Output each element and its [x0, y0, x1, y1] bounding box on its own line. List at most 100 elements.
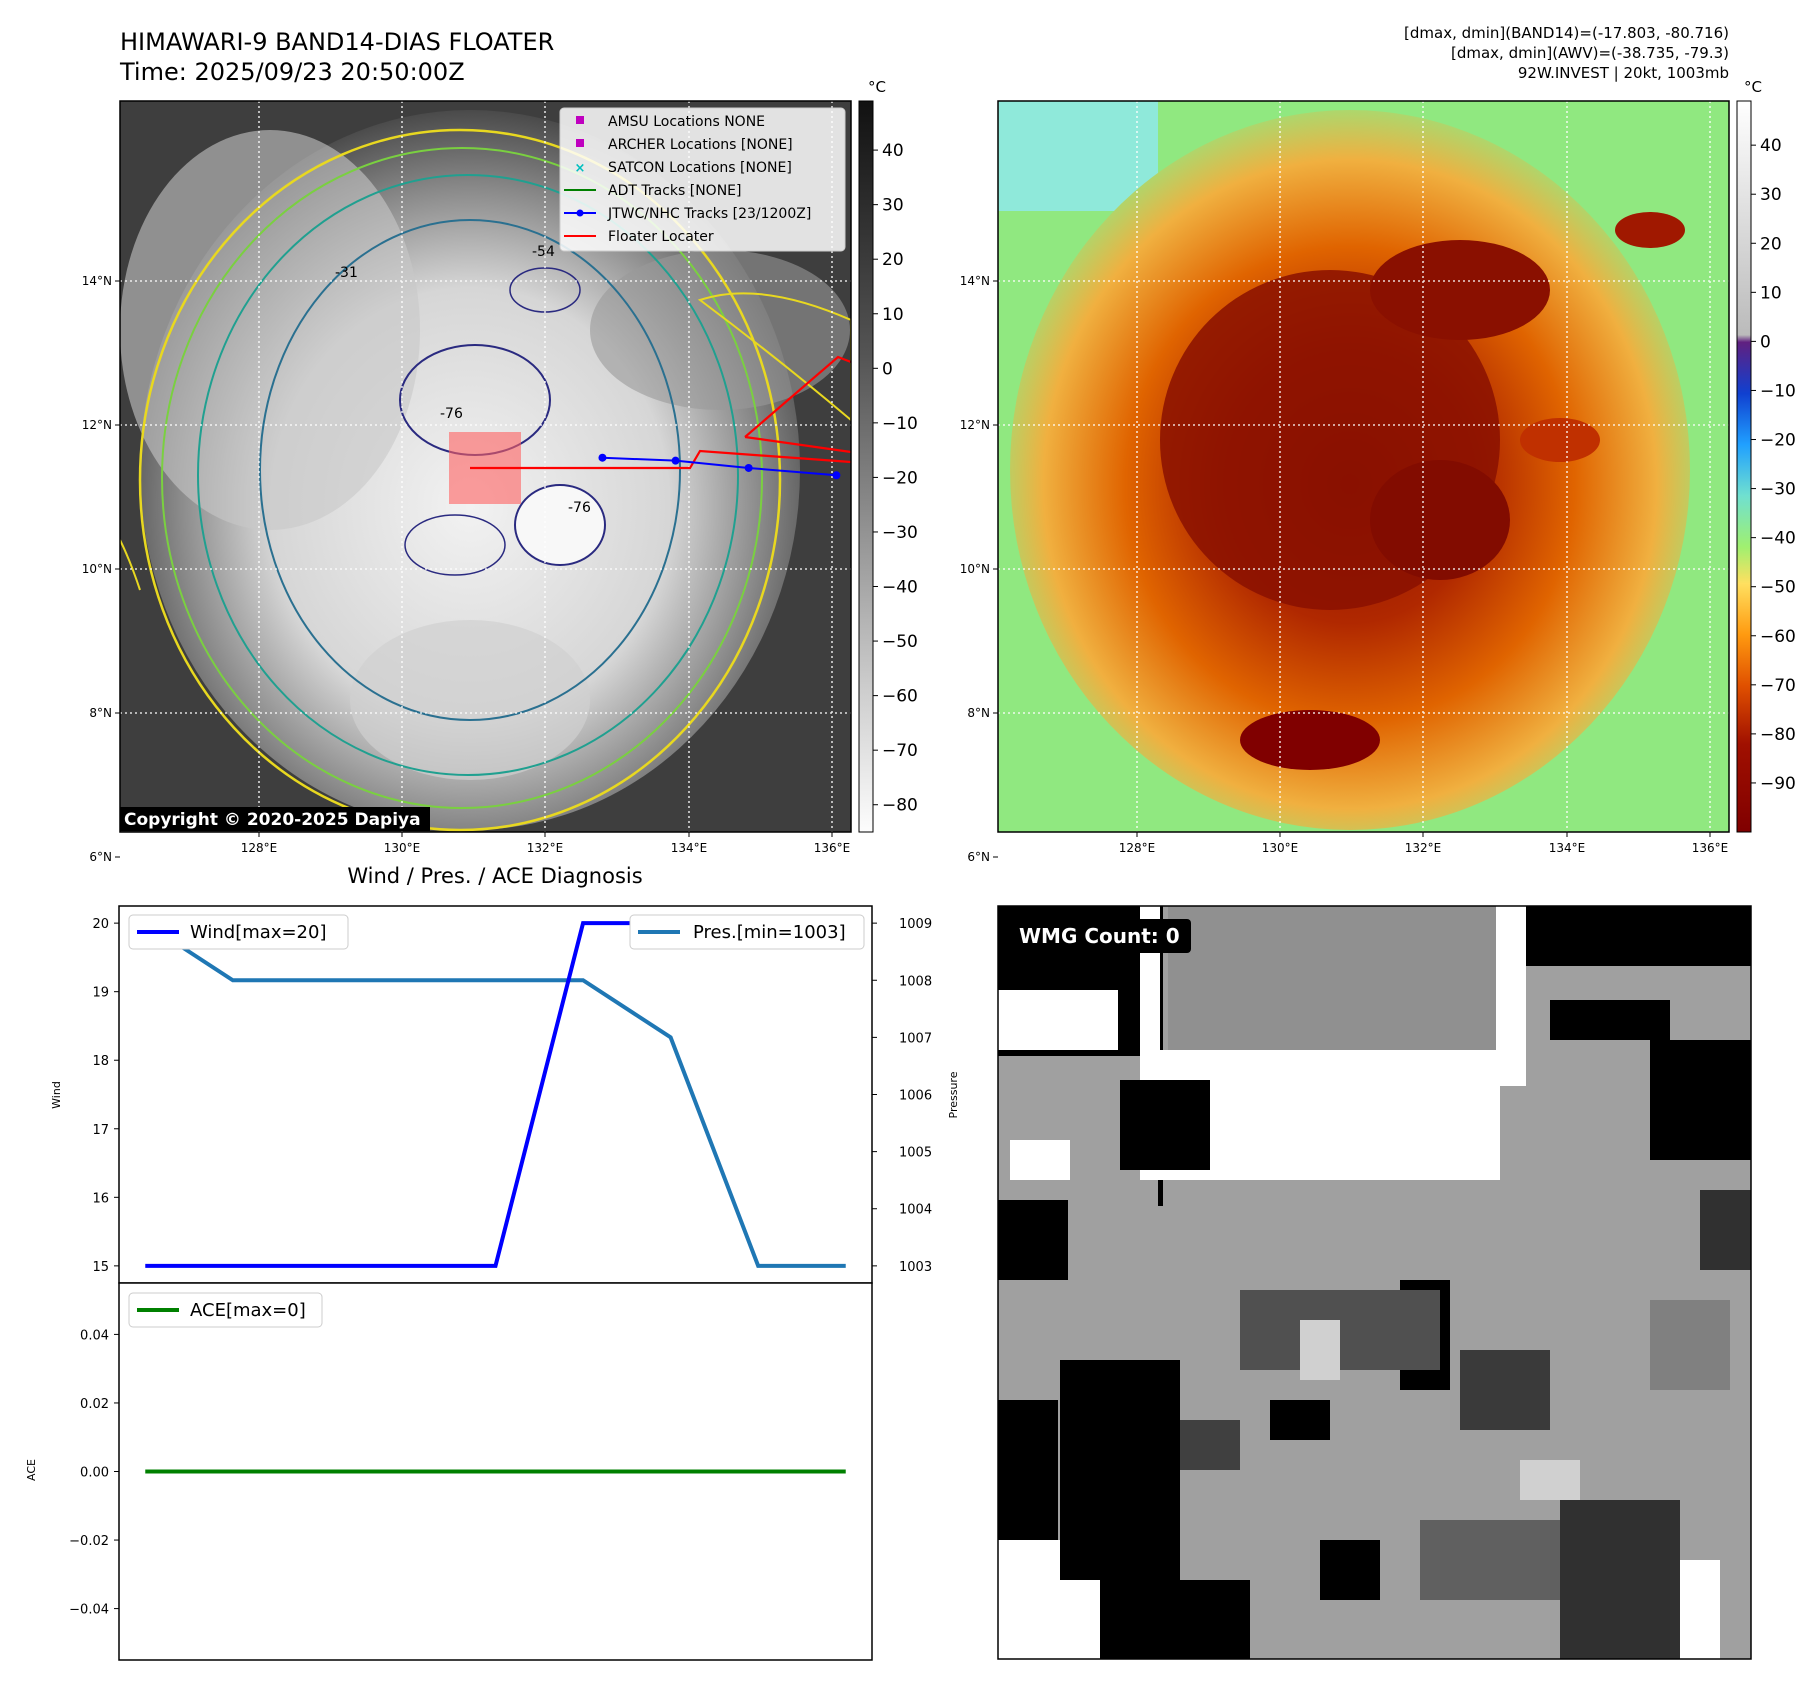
copyright-text: Copyright © 2020-2025 Dapiya — [124, 810, 421, 830]
colorbar-tick-label: 40 — [1760, 136, 1782, 156]
wind-tick-label: 15 — [92, 1260, 109, 1275]
pressure-tick-label: 1006 — [899, 1089, 932, 1104]
lat-tick-label: 12°N — [82, 418, 112, 432]
colorbar-tick-label: 30 — [1760, 185, 1782, 205]
ace-tick-label: −0.02 — [69, 1534, 109, 1549]
legend-dot-marker — [576, 209, 584, 217]
wmg-blocks — [998, 906, 1751, 1659]
colorbar-tick-label: −20 — [1760, 431, 1796, 451]
figure-title: HIMAWARI-9 BAND14-DIAS FLOATER — [120, 28, 554, 56]
wind-legend: Wind[max=20] — [128, 914, 349, 950]
colorbar-tick-label: −20 — [882, 468, 918, 488]
lon-tick-label: 136°E — [814, 841, 851, 855]
ir-map-panel: -54 -31 -76 -76 128°E 130°E 132°E 134°E 136°… — [82, 78, 918, 864]
legend-label: AMSU Locations NONE — [608, 114, 765, 130]
wind-axis-ticks: 20 19 18 17 16 15 — [92, 917, 119, 1275]
wmg-block — [1650, 1040, 1751, 1160]
lat-tick-label: 6°N — [967, 850, 990, 864]
colorbar-tick-label: −50 — [882, 632, 918, 652]
wmg-block — [998, 1400, 1058, 1550]
wmg-block — [1526, 906, 1751, 966]
lon-tick-label: 132°E — [1405, 841, 1442, 855]
colorbar-tick-label: −90 — [1760, 774, 1796, 794]
wmg-block — [998, 1200, 1068, 1280]
lon-tick-label: 134°E — [671, 841, 708, 855]
wind-axis-label: Wind — [50, 1081, 63, 1109]
colorbar-tick-label: −40 — [882, 578, 918, 598]
wind-legend-label: Wind[max=20] — [190, 922, 327, 943]
lon-tick-label: 132°E — [527, 841, 564, 855]
colorbar-tick-label: −80 — [1760, 725, 1796, 745]
awv-map-frame — [997, 100, 1730, 833]
legend-label: SATCON Locations [NONE] — [608, 160, 792, 176]
lat-tick-label: 10°N — [960, 562, 990, 576]
wmg-block — [1120, 1080, 1210, 1170]
lat-tick-label: 8°N — [89, 706, 112, 720]
awv-gridlines — [998, 101, 1729, 858]
awv-imagery — [998, 101, 1729, 832]
ir-colorbar-unit: °C — [868, 78, 886, 96]
colorbar-tick-label: −70 — [882, 741, 918, 761]
ace-legend-label: ACE[max=0] — [190, 1300, 306, 1321]
legend-label: ARCHER Locations [NONE] — [608, 137, 793, 153]
pressure-legend: Pres.[min=1003] — [629, 914, 865, 950]
legend-square-marker — [576, 116, 584, 124]
ace-axis-label: ACE — [25, 1459, 38, 1481]
wind-tick-label: 18 — [92, 1054, 109, 1069]
awv-colorbar — [1736, 100, 1752, 833]
wmg-block — [1650, 1300, 1730, 1390]
diagnosis-title: Wind / Pres. / ACE Diagnosis — [347, 864, 642, 888]
lat-tick-label: 6°N — [89, 850, 112, 864]
colorbar-tick-label: −60 — [1760, 627, 1796, 647]
contour-label: -54 — [532, 244, 555, 260]
pressure-tick-label: 1008 — [899, 974, 932, 989]
colorbar-tick-label: 10 — [1760, 283, 1782, 303]
colorbar-tick-label: 30 — [882, 196, 904, 216]
colorbar-tick-label: −70 — [1760, 676, 1796, 696]
pressure-tick-label: 1005 — [899, 1146, 932, 1161]
legend-label: ADT Tracks [NONE] — [608, 183, 741, 199]
legend-label: Floater Locater — [608, 229, 714, 245]
wmg-block — [998, 990, 1118, 1050]
lon-tick-label: 130°E — [1262, 841, 1299, 855]
pressure-series-line — [144, 921, 846, 1268]
jtwc-track — [598, 453, 841, 480]
wmg-block — [1180, 1420, 1240, 1470]
lon-tick-label: 130°E — [384, 841, 421, 855]
awv-colorbar-ticks: 40 30 20 10 0 −10 −20 −30 −40 −50 −60 −70 −80 −90 — [1751, 136, 1796, 794]
ace-legend: ACE[max=0] — [128, 1292, 323, 1328]
colorbar-tick-label: 10 — [882, 305, 904, 325]
ace-axis-ticks: 0.04 0.02 0.00 −0.02 −0.04 — [69, 1328, 119, 1618]
ace-tick-label: 0.04 — [80, 1328, 109, 1343]
wmg-block — [1700, 1190, 1751, 1270]
colorbar-tick-label: −40 — [1760, 529, 1796, 549]
colorbar-tick-label: 40 — [882, 141, 904, 161]
wmg-block — [1560, 1500, 1680, 1659]
wmg-block — [1460, 1350, 1550, 1430]
wmg-block — [1300, 1320, 1340, 1380]
contour-label: -31 — [335, 265, 358, 281]
stats-band14: [dmax, dmin](BAND14)=(-17.803, -80.716) — [1404, 24, 1729, 42]
wind-pressure-axes — [118, 905, 873, 1284]
colorbar-tick-label: 20 — [882, 250, 904, 270]
wmg-block — [1420, 1520, 1560, 1600]
colorbar-tick-label: −80 — [882, 796, 918, 816]
wmg-block — [1320, 1540, 1380, 1600]
lat-tick-label: 14°N — [82, 274, 112, 288]
ace-tick-label: 0.02 — [80, 1397, 109, 1412]
lat-tick-label: 10°N — [82, 562, 112, 576]
awv-axis-ticks: 128°E 130°E 132°E 134°E 136°E 14°N 12°N 10°N 8°N… — [960, 274, 1729, 864]
lat-tick-label: 8°N — [967, 706, 990, 720]
wmg-block — [1270, 1400, 1330, 1440]
pressure-legend-label: Pres.[min=1003] — [693, 922, 846, 943]
colorbar-tick-label: −30 — [1760, 480, 1796, 500]
colorbar-tick-label: 0 — [1760, 332, 1771, 352]
wind-tick-label: 16 — [92, 1191, 109, 1206]
wmg-block — [1496, 906, 1526, 1086]
ir-legend: AMSU Locations NONE ARCHER Locations [NON… — [559, 107, 846, 252]
jtwc-track-point — [744, 463, 753, 472]
wmg-block — [1680, 1560, 1720, 1659]
lon-tick-label: 128°E — [241, 841, 278, 855]
wmg-count-bg — [1011, 919, 1191, 953]
